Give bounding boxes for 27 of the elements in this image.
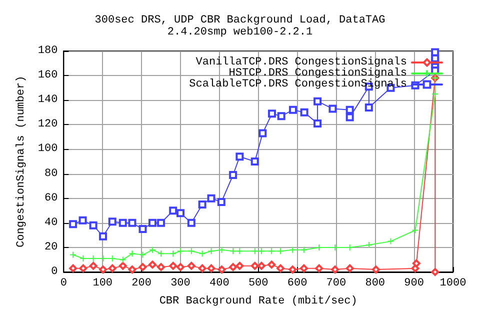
y-tick-label: 80 bbox=[44, 168, 58, 180]
x-tick-label: 800 bbox=[365, 278, 386, 290]
x-tick-label: 400 bbox=[210, 278, 230, 290]
x-tick-label: 300 bbox=[170, 278, 190, 290]
legend-label: HSTCP.DRS CongestionSignals bbox=[228, 68, 407, 80]
x-tick-label: 700 bbox=[326, 278, 346, 290]
chart-subtitle: 2.4.20smp web100-2.2.1 bbox=[167, 26, 314, 38]
x-tick-label: 900 bbox=[404, 278, 424, 290]
x-tick-label: 0 bbox=[60, 278, 68, 290]
y-tick-label: 60 bbox=[44, 192, 58, 204]
y-tick-label: 20 bbox=[44, 241, 58, 254]
x-axis-title: CBR Background Rate (mbit/sec) bbox=[159, 296, 358, 308]
x-tick-label: 500 bbox=[248, 278, 268, 290]
x-tick-label: 1000 bbox=[440, 278, 466, 290]
y-tick-label: 120 bbox=[38, 118, 58, 131]
x-tick-label: 100 bbox=[92, 278, 113, 290]
legend-label: VanillaTCP.DRS CongestionSignals bbox=[196, 56, 407, 68]
y-tick-label: 140 bbox=[38, 94, 58, 106]
y-tick-label: 0 bbox=[51, 266, 58, 278]
y-axis-title: CongestionSignals (number) bbox=[16, 76, 28, 248]
x-tick-label: 600 bbox=[287, 278, 308, 290]
x-tick-label: 200 bbox=[132, 278, 152, 290]
y-tick-label: 180 bbox=[38, 45, 58, 57]
chart-title: 300sec DRS, UDP CBR Background Load, DataTAG bbox=[94, 14, 386, 26]
y-tick-label: 160 bbox=[38, 70, 58, 82]
y-tick-label: 100 bbox=[38, 143, 58, 156]
y-tick-label: 40 bbox=[44, 216, 58, 229]
